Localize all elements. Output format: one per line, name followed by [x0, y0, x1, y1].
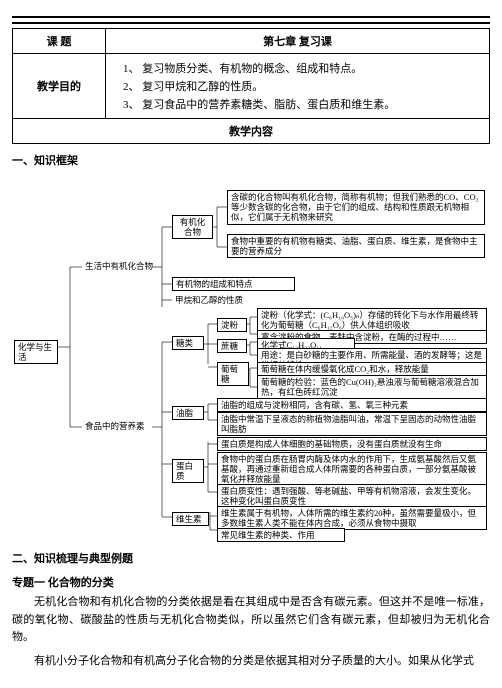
top-rule-2 [12, 22, 490, 24]
knowledge-diagram: 化学与生活 生活中有机化合物 食品中的营养素 有机化合物 含碳的化合物叫有机化合… [12, 172, 490, 542]
t3b: 葡萄糖的检验：蓝色的Cu(OH)₂悬浊液与葡萄糖溶液混合加热，有红色砖红沉淀 [257, 375, 487, 399]
chapter-title: 第七章 复习课 [106, 29, 490, 54]
t1-label: 淀粉 [217, 318, 247, 332]
content-bar: 教学内容 [13, 119, 490, 144]
t1a: 淀粉（化学式：(C₆H₁₀O₅)ₙ）存储的转化下与水作用最终转化为葡萄糖（C₆H… [257, 308, 487, 332]
y1: 油脂的组成与淀粉相同，含有碳、氢、氧三种元素 [217, 398, 487, 412]
node-a2: 食物中重要的有机物有糖类、油脂、蛋白质、维生素，是食物中主要的营养成分 [227, 234, 485, 258]
t3-label: 葡萄糖 [217, 362, 249, 386]
branch-a: 生活中有机化合物 [82, 260, 158, 272]
t2-label: 蔗糖 [217, 339, 247, 353]
topic-label: 课 题 [13, 29, 106, 54]
header-table: 课 题 第七章 复习课 教学目的 1、 复习物质分类、有机物的概念、组成和特点。… [12, 28, 490, 144]
root-node: 化学与生活 [14, 340, 58, 364]
para-1: 无机化合物和有机化合物的分类依据是看在其组成中是否含有碳元素。但这并不是唯一标准… [12, 594, 490, 647]
y2: 油脂中常温下呈液态的称植物油脂叫油，常温下呈固态的动物性油脂叫脂肪 [217, 412, 487, 436]
goals-label: 教学目的 [13, 54, 106, 119]
node-a1: 含碳的化合物叫有机化合物，简称有机物；但我们熟悉的CO、CO₂等少数含碳的化合物… [227, 190, 485, 225]
node-danbai: 蛋白质 [172, 459, 204, 483]
goal-item: 3、 复习食品中的营养素糖类、脂肪、蛋白质和维生素。 [123, 96, 483, 112]
w2: 常见维生素的种类、作用 [217, 528, 345, 542]
branch-b: 食品中的营养素 [82, 420, 158, 432]
section2-subtitle: 专题一 化合物的分类 [12, 574, 490, 590]
goal-item: 1、 复习物质分类、有机物的概念、组成和特点。 [123, 60, 483, 76]
node-a4: 甲烷和乙醇的性质 [172, 294, 293, 306]
node-youji: 有机化合物 [172, 215, 213, 239]
d3: 蛋白质变性：遇到强酸、等老碱盐、甲等有机物溶液，会发生变化。这种变化叫蛋白质变性 [217, 484, 487, 508]
node-a3: 有机物的组成和特点 [172, 277, 295, 291]
node-youzhi: 油脂 [172, 406, 204, 420]
section2-title: 二、知识梳理与典型例题 [12, 550, 490, 566]
d2: 食物中的蛋白质在肠胃内酶及体内水的作用下，生成氨基酸然后又氨基酸，再通过重新组合… [217, 452, 487, 487]
node-tanglei: 糖类 [172, 336, 204, 350]
section1-title: 一、知识框架 [12, 152, 490, 168]
goal-item: 2、 复习甲烷和乙醇的性质。 [123, 78, 483, 94]
goals-cell: 1、 复习物质分类、有机物的概念、组成和特点。 2、 复习甲烷和乙醇的性质。 3… [106, 54, 490, 119]
top-rule [12, 16, 490, 18]
node-wss: 维生素 [172, 512, 209, 526]
para-2: 有机小分子化合物和有机高分子化合物的分类是依据其相对分子质量的大小。如果从化学式 [12, 653, 490, 671]
w1: 维生素属于有机物，人体所需的维生素约20种，虽然需要量极小，但多数维生素人类不能… [217, 506, 487, 530]
d1: 蛋白质是构成人体细胞的基础物质，没有蛋白质就没有生命 [217, 437, 487, 451]
